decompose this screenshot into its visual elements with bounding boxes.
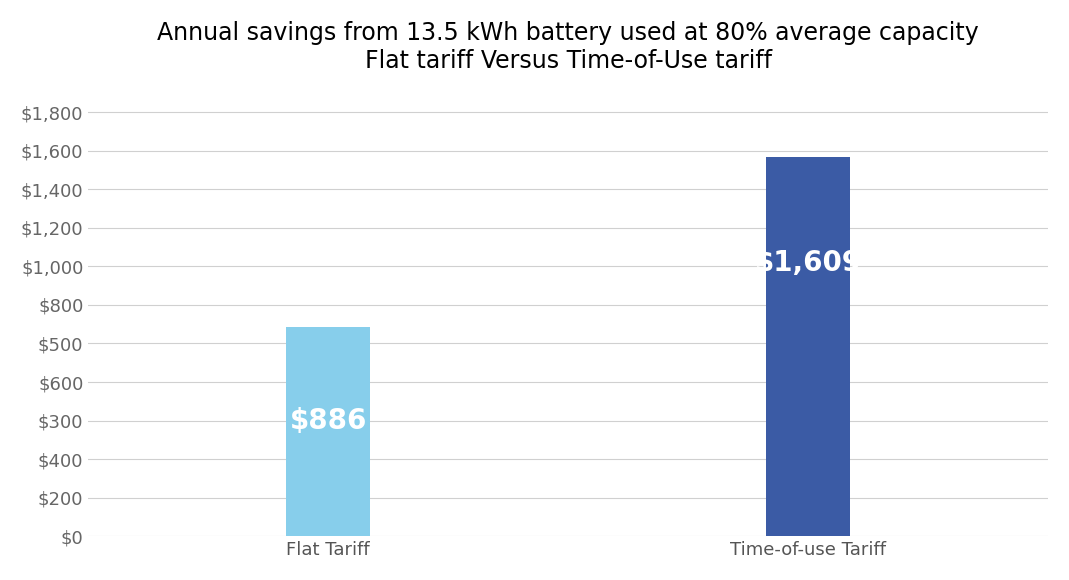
Bar xyxy=(286,328,370,536)
Text: $1,609: $1,609 xyxy=(755,249,862,277)
Text: $886: $886 xyxy=(290,407,367,436)
Bar xyxy=(766,157,850,536)
Title: Annual savings from 13.5 kWh battery used at 80% average capacity
Flat tariff Ve: Annual savings from 13.5 kWh battery use… xyxy=(157,21,979,72)
